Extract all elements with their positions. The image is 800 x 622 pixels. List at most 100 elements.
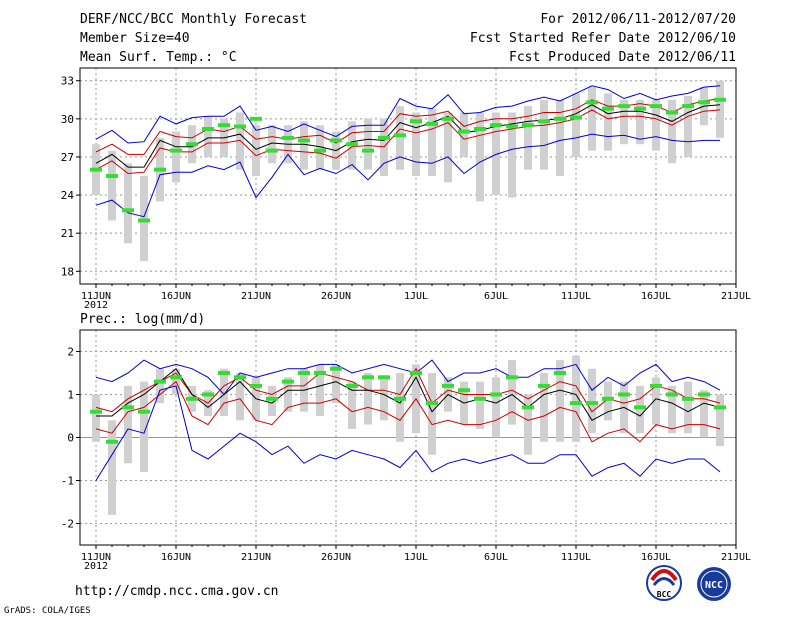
median-marker [650, 104, 662, 109]
y-tick-label: 0 [67, 432, 74, 445]
x-tick-label: 16JUL [641, 291, 671, 302]
member-range-box [572, 93, 580, 157]
median-marker [90, 167, 102, 172]
member-range-box [476, 112, 484, 202]
member-range-box [380, 377, 388, 421]
series-line-spread_high [95, 98, 721, 155]
x-tick-label: 11JUL [561, 291, 591, 302]
member-range-box [108, 420, 116, 515]
median-marker [586, 401, 598, 406]
median-marker [154, 167, 166, 172]
y-tick-label: 30 [61, 113, 74, 126]
series-line-upper [95, 359, 721, 396]
ncc-logo-disc [697, 567, 731, 601]
x-tick-label: 1JUL [404, 291, 428, 302]
member-range-box [556, 360, 564, 442]
median-marker [362, 375, 374, 380]
median-marker [410, 371, 422, 375]
median-marker [634, 106, 646, 111]
x-tick-label: 26JUN [321, 291, 351, 302]
bcc-logo-swoosh-red [650, 569, 678, 582]
median-marker [634, 405, 646, 410]
median-marker [426, 401, 438, 406]
median-marker [570, 115, 582, 120]
median-marker [458, 388, 470, 393]
median-marker [106, 439, 118, 444]
series-line-upper [95, 85, 721, 144]
member-range-box [572, 355, 580, 442]
median-marker [106, 174, 118, 178]
median-marker [314, 371, 326, 375]
member-range-box [668, 385, 676, 434]
median-marker [378, 135, 390, 140]
y-tick-label: 21 [61, 227, 74, 240]
member-range-box [364, 118, 372, 170]
median-marker [698, 100, 710, 105]
x-tick-label: 16JUN [161, 552, 191, 563]
median-marker [330, 138, 342, 143]
median-marker [186, 142, 198, 147]
median-marker [522, 123, 534, 128]
median-marker [698, 392, 710, 397]
variable-label: Mean Surf. Temp.: °C [80, 50, 237, 65]
median-marker [394, 133, 406, 138]
series-line-lower [95, 133, 720, 218]
median-marker [506, 124, 518, 129]
median-marker [522, 405, 534, 410]
median-marker [538, 119, 550, 124]
x-tick-label: 6JUL [484, 291, 508, 302]
member-range-box [316, 125, 324, 170]
x-tick-label: 21JUN [241, 291, 271, 302]
median-marker [122, 208, 134, 213]
median-marker [602, 396, 614, 401]
member-range-box [636, 99, 644, 145]
member-range-box [444, 112, 452, 183]
x-tick-label: 16JUL [641, 552, 671, 563]
y-tick-label: 27 [61, 151, 74, 164]
ncc-logo-text: NCC [705, 580, 723, 591]
member-range-box [588, 87, 596, 151]
member-range-box [92, 394, 100, 442]
member-range-box [556, 99, 564, 176]
member-range-box [684, 381, 692, 434]
median-marker [426, 121, 438, 126]
y-tick-label: -2 [61, 518, 74, 531]
x-tick-label: 26JUN [321, 552, 351, 563]
median-marker [410, 119, 422, 124]
x-tick-label: 21JUL [721, 552, 751, 563]
median-marker [474, 396, 486, 401]
median-marker [138, 409, 150, 414]
produced-date-label: Fcst Produced Date 2012/06/11 [509, 50, 736, 65]
member-range-box [348, 381, 356, 429]
median-marker [122, 405, 134, 410]
series-line-lower [95, 385, 721, 481]
member-range-box [204, 116, 212, 157]
member-range-box [540, 373, 548, 442]
y-tick-label: 2 [67, 346, 74, 359]
median-marker [346, 383, 358, 388]
member-range-box [140, 381, 148, 472]
median-marker [490, 392, 502, 397]
x-tick-label: 21JUL [721, 291, 751, 302]
member-range-box [172, 131, 180, 183]
member-range-box [684, 95, 692, 157]
member-range-box [412, 112, 420, 176]
median-marker [394, 396, 406, 401]
member-range-box [508, 112, 516, 198]
member-range-box [428, 373, 436, 455]
member-range-box [380, 118, 388, 176]
member-range-box [316, 364, 324, 416]
median-marker [714, 97, 726, 102]
member-range-box [524, 106, 532, 170]
median-marker [618, 104, 630, 109]
member-range-box [268, 385, 276, 416]
member-range-box [652, 99, 660, 151]
member-range-box [604, 93, 612, 151]
member-range-box [716, 394, 724, 447]
precipitation-panel: -2 -1 0 1 2 11JUN 16JUN 21JUN 26JUN 1JUL 6JUL 11JUL… [61, 329, 751, 572]
median-marker [330, 366, 342, 371]
start-date-label: Fcst Started Refer Date 2012/06/10 [470, 31, 736, 46]
median-marker [170, 148, 182, 153]
member-range-box [428, 108, 436, 176]
